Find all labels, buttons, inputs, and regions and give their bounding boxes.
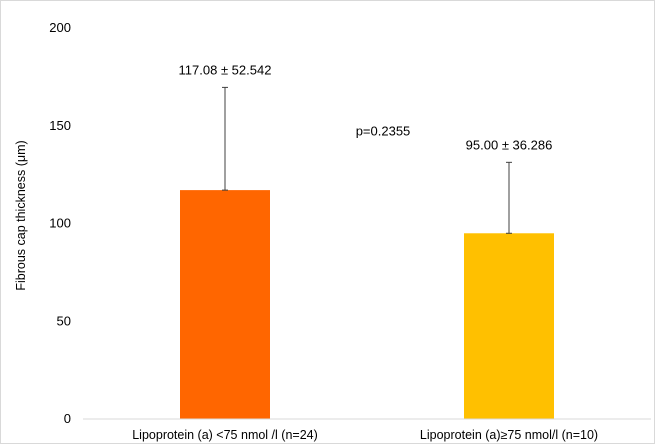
category-labels-group: Lipoprotein (a) <75 nmol /l (n=24) Lipopr… xyxy=(132,428,598,442)
data-label-2: 95.00 ± 36.286 xyxy=(466,137,553,152)
error-bars-group xyxy=(222,86,512,234)
data-labels-group: 117.08 ± 52.542 95.00 ± 36.286 xyxy=(179,62,553,152)
y-tick-label: 100 xyxy=(49,216,71,231)
category-label-1: Lipoprotein (a) <75 nmol /l (n=24) xyxy=(132,428,318,442)
bars-group xyxy=(180,190,554,419)
y-tick-label: 150 xyxy=(49,118,71,133)
bar-2 xyxy=(464,233,554,419)
category-label-2: Lipoprotein (a)≥75 nmol/l (n=10) xyxy=(420,428,598,442)
bar-1 xyxy=(180,190,270,419)
y-tick-label: 50 xyxy=(57,313,71,328)
p-value-annotation: p=0.2355 xyxy=(356,124,411,139)
data-label-1: 117.08 ± 52.542 xyxy=(179,62,272,77)
y-tick-label: 200 xyxy=(49,20,71,35)
y-tick-label: 0 xyxy=(64,411,71,426)
y-axis-title: Fibrous cap thickness (μm) xyxy=(14,140,28,290)
y-axis-ticks: 0 50 100 150 200 xyxy=(49,20,71,426)
